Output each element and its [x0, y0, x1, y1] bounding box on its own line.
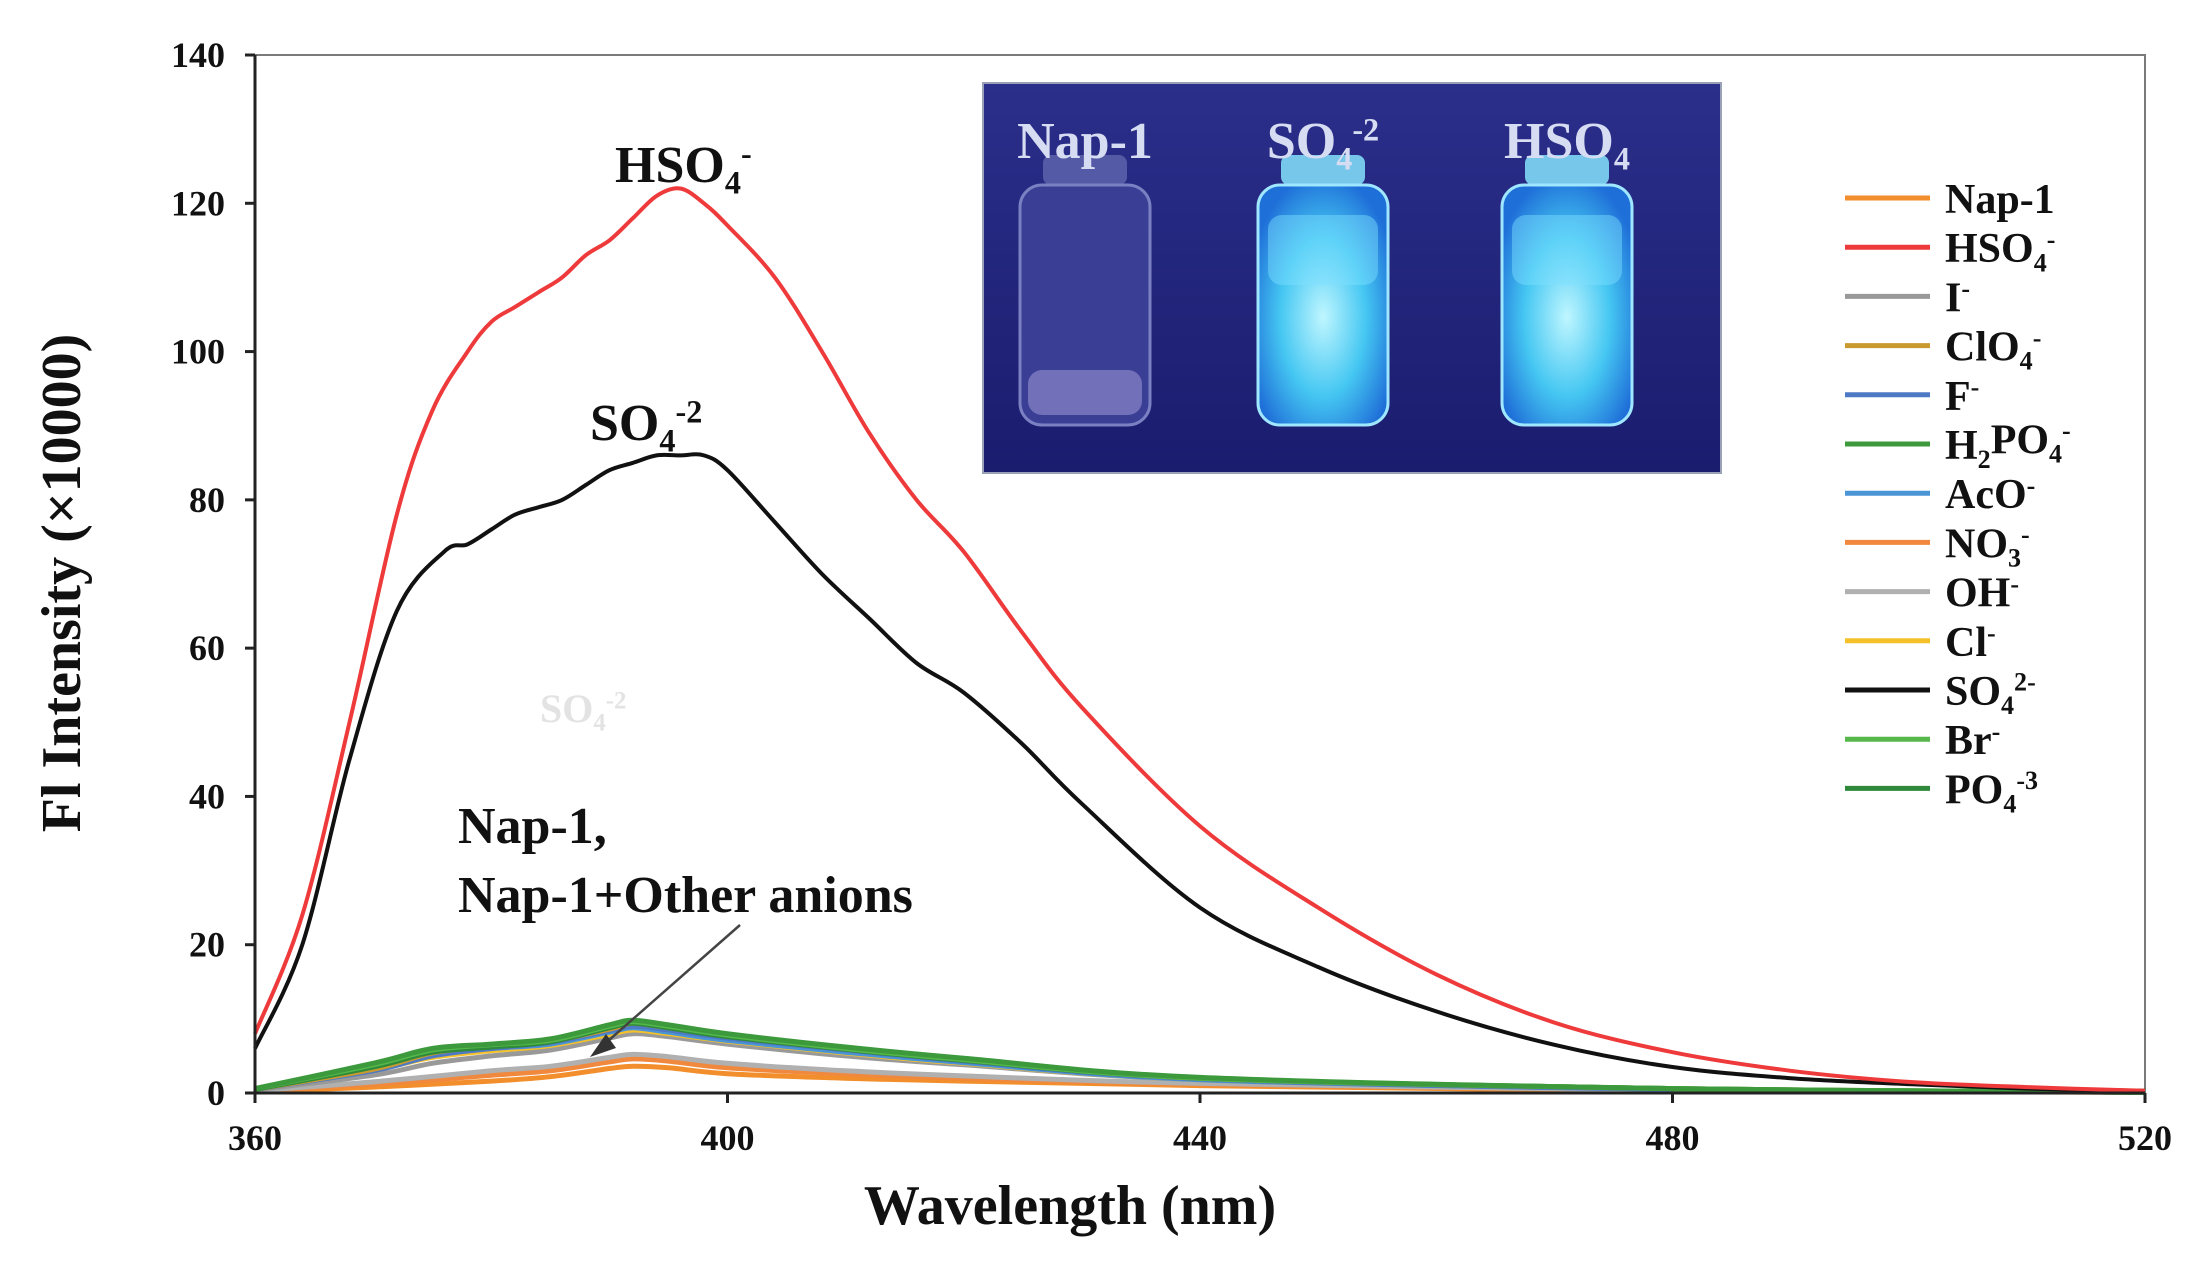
- y-tick-label: 20: [189, 925, 225, 965]
- x-tick-label: 400: [701, 1118, 755, 1158]
- legend-label: NO3-: [1945, 520, 2030, 572]
- legend-item-hso4: HSO4-: [1845, 225, 2055, 277]
- legend-item-bromide: Br-: [1845, 717, 2000, 764]
- inset-label-nap1: Nap-1: [1017, 113, 1153, 170]
- inset-label-hso4: HSO4: [1504, 113, 1630, 176]
- axes-layer: 360 400 440 480 520 0 20 40 60 80 100 120 140: [171, 35, 2172, 1158]
- legend-item-h2po4: H2PO4-: [1845, 416, 2071, 474]
- group-label-line2: Nap-1+Other anions: [458, 867, 913, 924]
- legend: Nap-1HSO4-I-ClO4-F-H2PO4-AcO-NO3-OH-Cl-S…: [1845, 177, 2071, 819]
- legend-label: I-: [1945, 274, 1970, 321]
- y-tick-label: 100: [171, 332, 225, 372]
- hso4-peak-label: HSO4-: [615, 135, 752, 200]
- so4-peak-label: SO4-2: [590, 393, 702, 458]
- legend-label: SO42-: [1945, 668, 2036, 720]
- legend-item-oh: OH-: [1845, 569, 2019, 617]
- series-line-h2po4: [254, 1017, 2146, 1095]
- legend-item-no3: NO3-: [1845, 520, 2030, 573]
- annotation-layer: HSO4- SO4-2 SO4-2 Nap-1, Nap-1+Other anions: [458, 135, 913, 1057]
- series-line-so4: [253, 452, 2146, 1093]
- legend-label: HSO4-: [1945, 225, 2055, 277]
- vial-so4: [1256, 155, 1390, 427]
- legend-item-po4: PO4-3: [1845, 766, 2038, 819]
- annotation-arrow: [599, 924, 741, 1049]
- series-layer: [253, 186, 2146, 1095]
- legend-label: Br-: [1945, 717, 2000, 764]
- x-tick-label: 360: [228, 1118, 282, 1158]
- legend-label: Cl-: [1945, 618, 1996, 665]
- y-tick-label: 0: [207, 1073, 225, 1113]
- x-tick-label: 480: [1646, 1118, 1700, 1158]
- legend-item-iodide: I-: [1845, 274, 1970, 321]
- group-label-line1: Nap-1,: [458, 798, 607, 855]
- series-line-hso4: [253, 186, 2146, 1093]
- legend-label: ClO4-: [1945, 323, 2041, 375]
- faded-so4-label: SO4-2: [540, 686, 626, 737]
- legend-label: F-: [1945, 372, 1979, 419]
- legend-label: H2PO4-: [1945, 416, 2071, 474]
- legend-label: AcO-: [1945, 471, 2035, 518]
- legend-item-clo4: ClO4-: [1845, 323, 2041, 376]
- inset-label-so4: SO4-2: [1267, 111, 1379, 176]
- legend-label: PO4-3: [1945, 766, 2038, 818]
- legend-item-chloride: Cl-: [1845, 618, 1996, 666]
- x-tick-label: 440: [1173, 1118, 1227, 1158]
- y-tick-label: 120: [171, 183, 225, 223]
- y-tick-label: 40: [189, 776, 225, 816]
- legend-item-fluoride: F-: [1845, 372, 1979, 420]
- y-tick-label: 60: [189, 628, 225, 668]
- legend-label: Nap-1: [1945, 177, 2055, 223]
- y-axis-title: Fl Intensity (×10000): [31, 334, 93, 833]
- vial-nap1: [1018, 155, 1152, 427]
- annotation-arrowhead: [590, 1034, 616, 1057]
- legend-label: OH-: [1945, 569, 2019, 616]
- inset-photo: Nap-1 SO4-2 HSO4: [982, 82, 1722, 474]
- vial-hso4: [1500, 155, 1634, 427]
- legend-item-nap1: Nap-1: [1845, 177, 2055, 223]
- legend-item-aco: AcO-: [1845, 471, 2035, 518]
- legend-item-so4: SO42-: [1845, 668, 2036, 720]
- y-tick-label: 140: [171, 35, 225, 75]
- y-tick-label: 80: [189, 480, 225, 520]
- x-axis-title: Wavelength (nm): [864, 1175, 1276, 1237]
- x-tick-label: 520: [2118, 1118, 2172, 1158]
